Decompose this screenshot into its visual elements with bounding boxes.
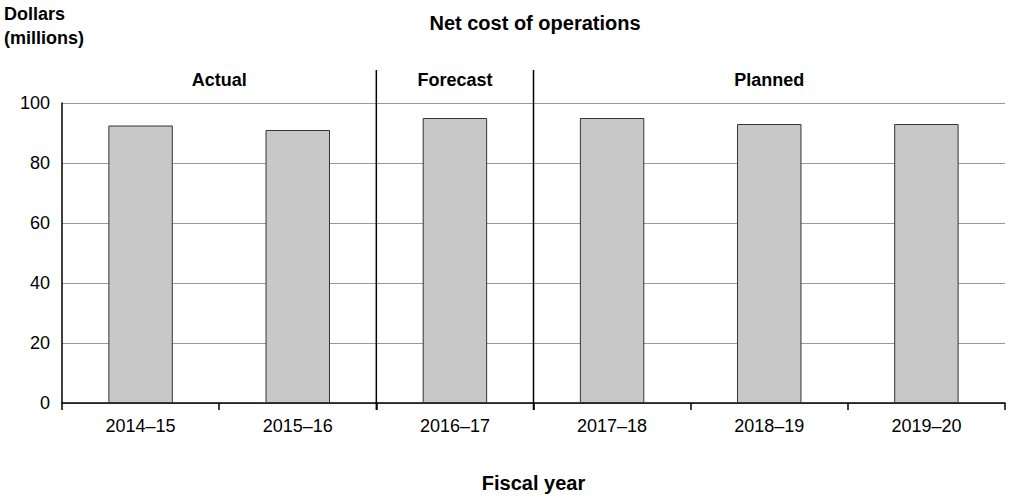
svg-text:0: 0 bbox=[40, 393, 50, 413]
svg-text:2019–20: 2019–20 bbox=[891, 416, 961, 436]
svg-text:(millions): (millions) bbox=[4, 28, 84, 48]
svg-text:2016–17: 2016–17 bbox=[420, 416, 490, 436]
svg-text:100: 100 bbox=[20, 93, 50, 113]
svg-text:Net cost of operations: Net cost of operations bbox=[429, 12, 640, 34]
svg-text:2017–18: 2017–18 bbox=[577, 416, 647, 436]
svg-text:2014–15: 2014–15 bbox=[106, 416, 176, 436]
svg-text:Forecast: Forecast bbox=[417, 70, 492, 90]
svg-text:Planned: Planned bbox=[734, 70, 804, 90]
svg-text:20: 20 bbox=[30, 333, 50, 353]
svg-text:Fiscal year: Fiscal year bbox=[482, 472, 586, 494]
svg-text:80: 80 bbox=[30, 153, 50, 173]
svg-text:2018–19: 2018–19 bbox=[734, 416, 804, 436]
svg-text:40: 40 bbox=[30, 273, 50, 293]
svg-text:2015–16: 2015–16 bbox=[263, 416, 333, 436]
svg-text:Dollars: Dollars bbox=[4, 4, 65, 24]
svg-text:Actual: Actual bbox=[192, 70, 247, 90]
svg-text:60: 60 bbox=[30, 213, 50, 233]
